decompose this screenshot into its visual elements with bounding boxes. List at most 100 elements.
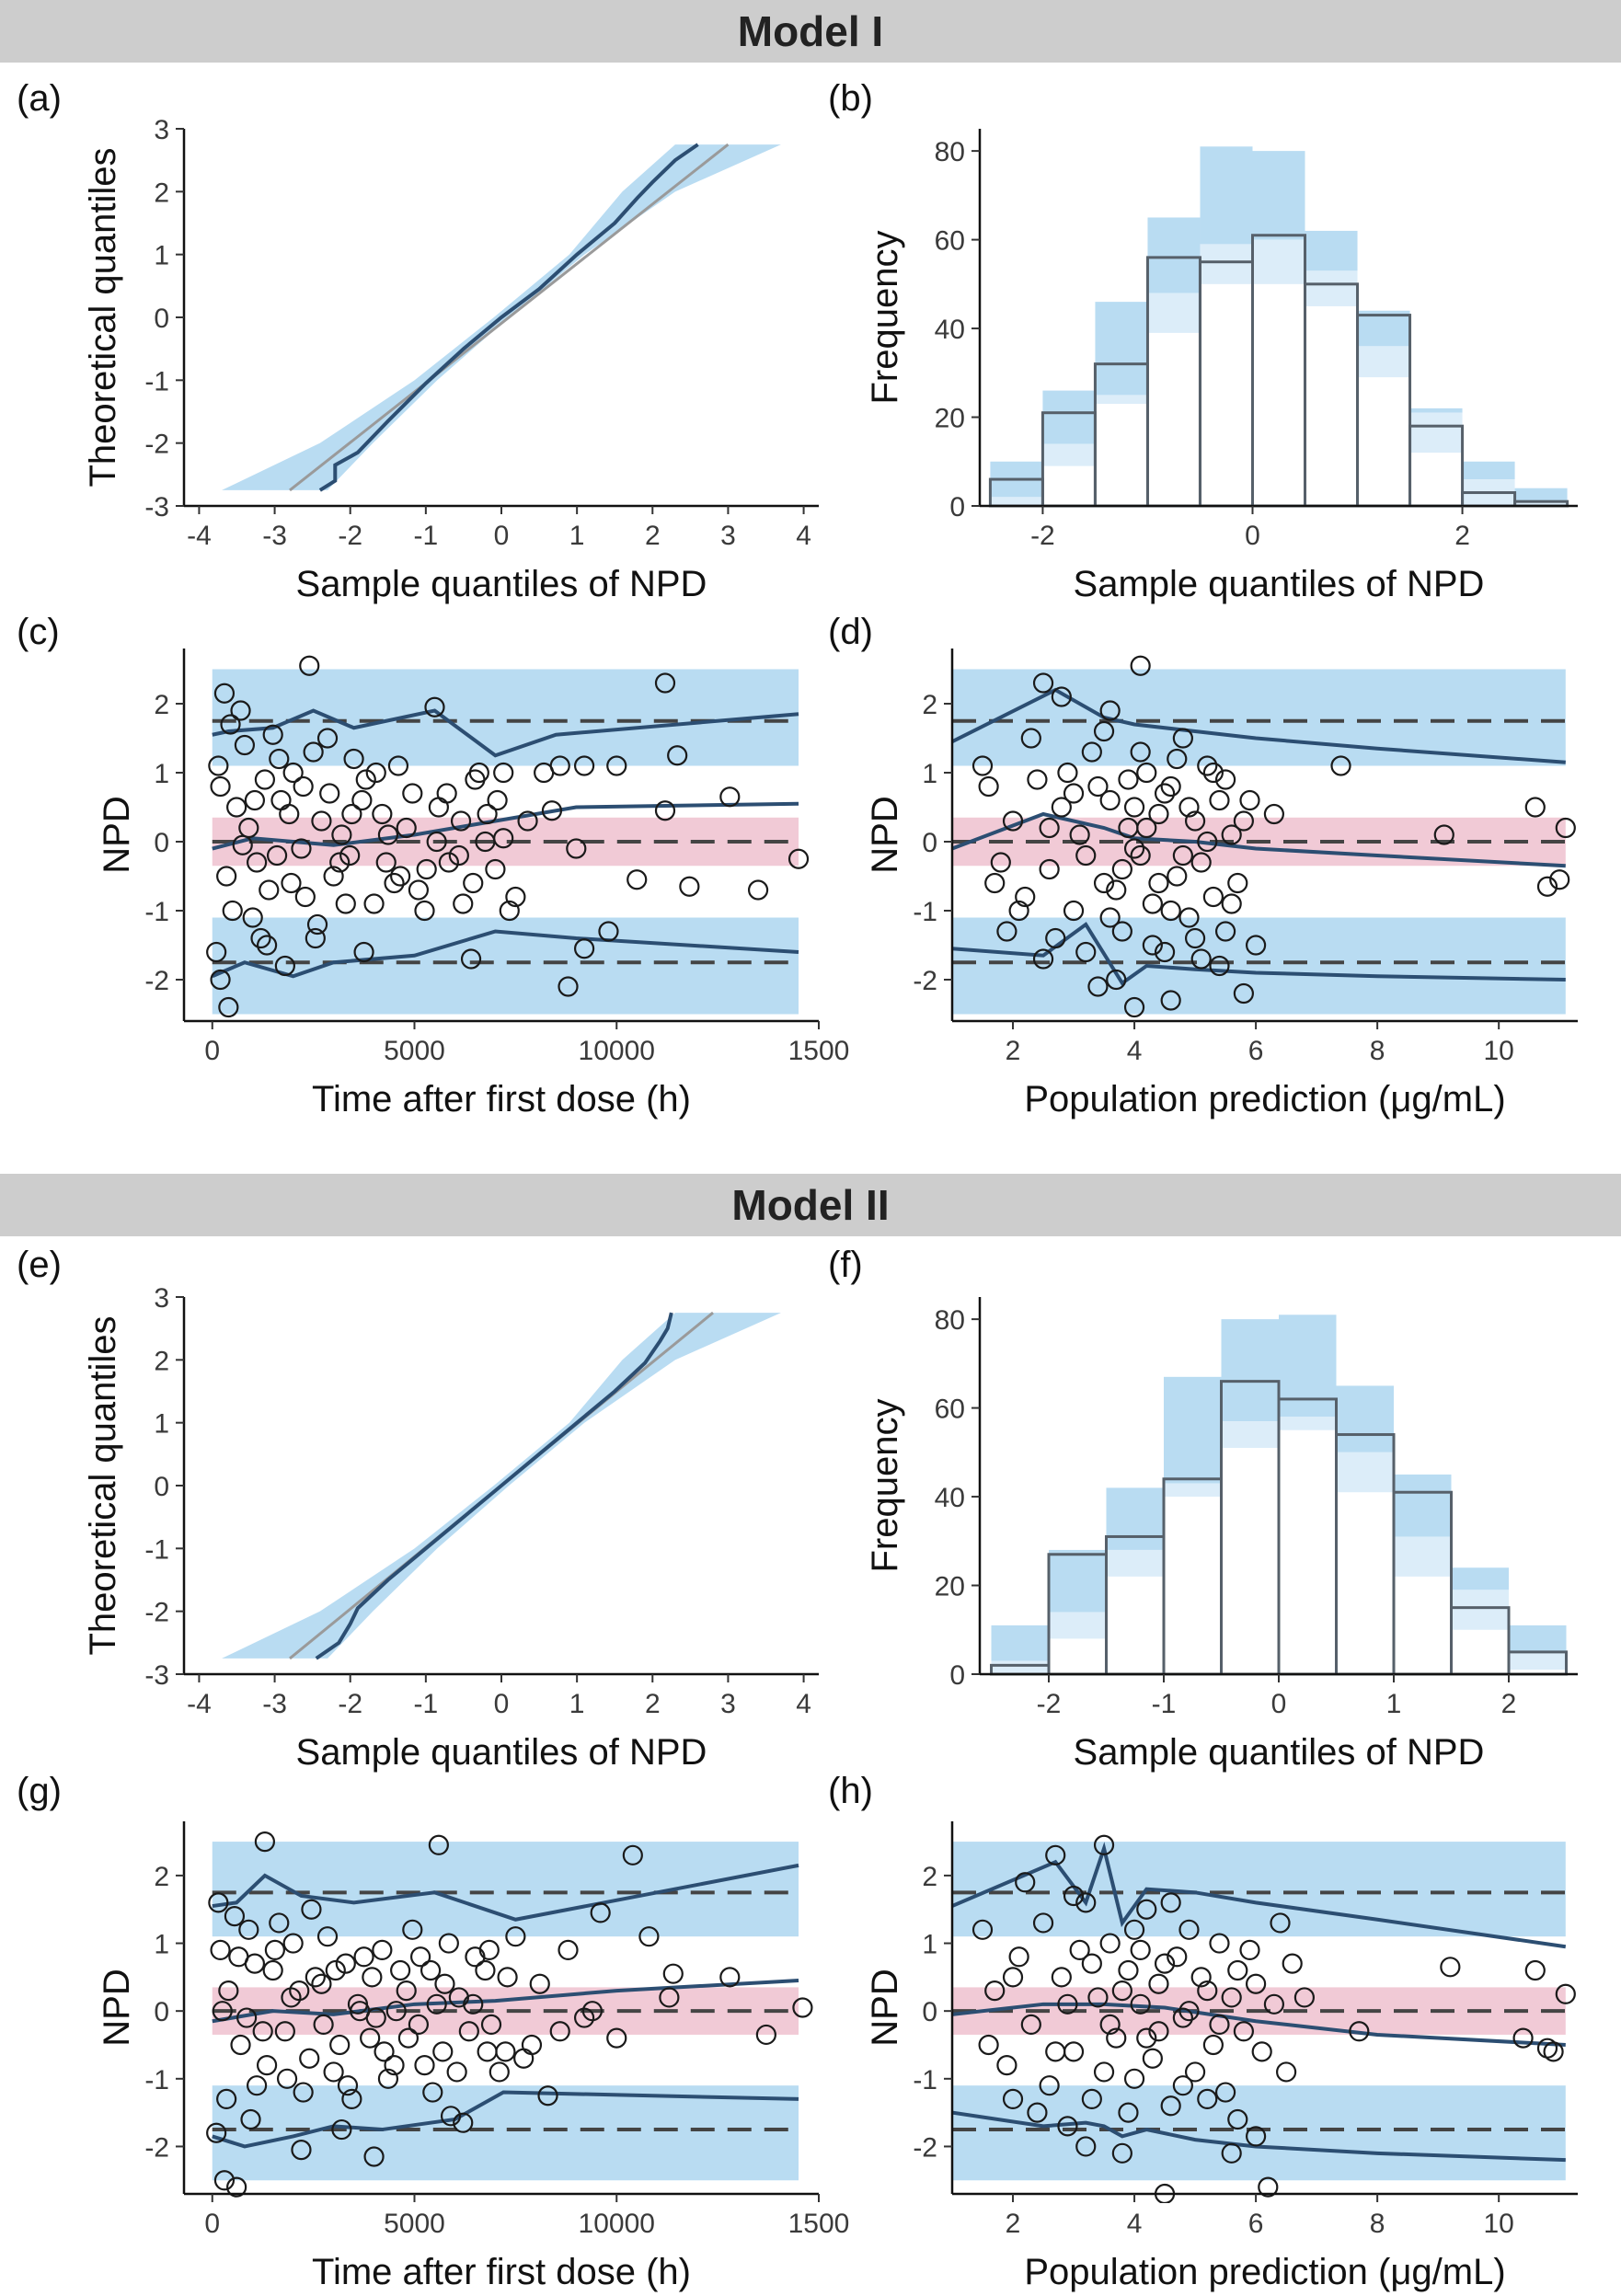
npd-point [1136, 762, 1157, 784]
npd-point [301, 1899, 322, 1920]
npd-point [1184, 2061, 1206, 2083]
npd-point [1154, 1953, 1176, 1974]
npd-point [262, 1959, 283, 1981]
npd-point [1197, 1980, 1218, 2002]
npd-point [1039, 817, 1060, 839]
pi-lower-bar [1106, 1549, 1164, 1577]
npd-point [480, 2014, 502, 2036]
npd-point [240, 2108, 261, 2130]
npd-point [719, 786, 741, 808]
npd-point [978, 775, 999, 798]
npd-point [606, 755, 627, 776]
npd-point [325, 1959, 346, 1981]
npd-point [282, 762, 304, 784]
npd-point [1197, 2088, 1218, 2110]
y-tick-label: 1 [154, 1409, 169, 1440]
npd-point [493, 762, 514, 784]
pi-lower-bar [991, 1660, 1049, 1674]
npd-point [335, 893, 356, 914]
npd-point [1075, 941, 1097, 963]
npd-point [282, 1933, 304, 1954]
npd-point [410, 1946, 431, 1968]
npd-point [440, 2106, 462, 2127]
npd-point [984, 872, 1006, 894]
x-tick-label: 4 [1127, 2209, 1143, 2239]
npd-point [289, 1980, 310, 2002]
qq-observed-line [318, 143, 699, 492]
pi-upper-bar [1221, 1319, 1279, 1422]
y-tick-label: 1 [154, 759, 169, 789]
observed-percentile-upper [952, 687, 1566, 764]
npd-point [213, 683, 236, 704]
npd-point [353, 1946, 374, 1968]
npd-point [426, 831, 447, 853]
npd-point [355, 769, 376, 790]
npd-point [996, 921, 1017, 942]
npd-point [1093, 872, 1115, 894]
npd-point [408, 879, 430, 901]
npd-point [1032, 672, 1054, 694]
pi-lower-bar [1221, 1421, 1279, 1448]
observed-percentile-upper [212, 708, 799, 758]
npd-point [659, 1987, 680, 2008]
npd-point [747, 879, 769, 901]
npd-point [497, 1967, 518, 1988]
npd-point [339, 844, 361, 867]
histogram-bar [1198, 260, 1254, 508]
pi-lower-bar [1147, 293, 1201, 333]
x-tick-label: 0 [494, 1689, 510, 1719]
npd-point [331, 2118, 352, 2141]
y-tick-label: -2 [913, 2132, 937, 2163]
plot-area-d [952, 655, 1576, 1018]
npd-point [213, 2170, 236, 2191]
npd-point [206, 2122, 227, 2143]
y-tick-label: 2 [922, 1862, 937, 1892]
npd-point [1045, 2041, 1066, 2062]
npd-point [1227, 2108, 1248, 2130]
y-tick-label: -1 [144, 366, 169, 396]
npd-point [1233, 2021, 1254, 2042]
y-tick-label: -1 [144, 2065, 169, 2095]
observed-percentile-median [952, 2002, 1566, 2047]
pi-lower-bar [1394, 1536, 1452, 1577]
y-tick-label: 0 [154, 1997, 169, 2027]
y-tick-label: 20 [935, 1572, 965, 1602]
npd-point [274, 2021, 295, 2042]
npd-point [446, 2061, 467, 2083]
y-tick-label: 1 [154, 241, 169, 271]
histogram-bar [1304, 282, 1360, 508]
npd-point [463, 1993, 484, 2015]
y-tick-label: 80 [935, 1305, 965, 1336]
npd-point [385, 2001, 407, 2022]
npd-point [662, 1963, 684, 1984]
npd-point [1524, 797, 1546, 818]
npd-point [230, 700, 251, 721]
npd-point [210, 969, 231, 991]
npd-point [1020, 728, 1041, 749]
npd-point [414, 900, 435, 922]
npd-point [434, 1973, 455, 1994]
npd-point [428, 1834, 449, 1855]
x-tick-label: -2 [338, 521, 362, 551]
npd-point [1190, 852, 1212, 873]
npd-point [1099, 907, 1121, 928]
y-tick-label: 0 [154, 304, 169, 334]
npd-point [254, 769, 275, 790]
npd-point [414, 2054, 435, 2076]
npd-point [1032, 948, 1054, 970]
pi-upper-bar [991, 1624, 1049, 1661]
npd-point [259, 879, 280, 901]
pi-lower-bar [1049, 1612, 1107, 1639]
observed-percentile-lower [952, 2110, 1566, 2163]
npd-point [477, 2041, 498, 2062]
y-tick-label: 2 [154, 690, 169, 720]
npd-point [396, 817, 417, 839]
npd-point [1221, 2142, 1242, 2164]
npd-point [252, 2021, 273, 2042]
pi-upper-bar [1042, 390, 1096, 444]
y-tick-label: 2 [154, 1346, 169, 1376]
npd-point [281, 872, 302, 894]
npd-point [1270, 1912, 1291, 1934]
npd-point [408, 2014, 430, 2036]
